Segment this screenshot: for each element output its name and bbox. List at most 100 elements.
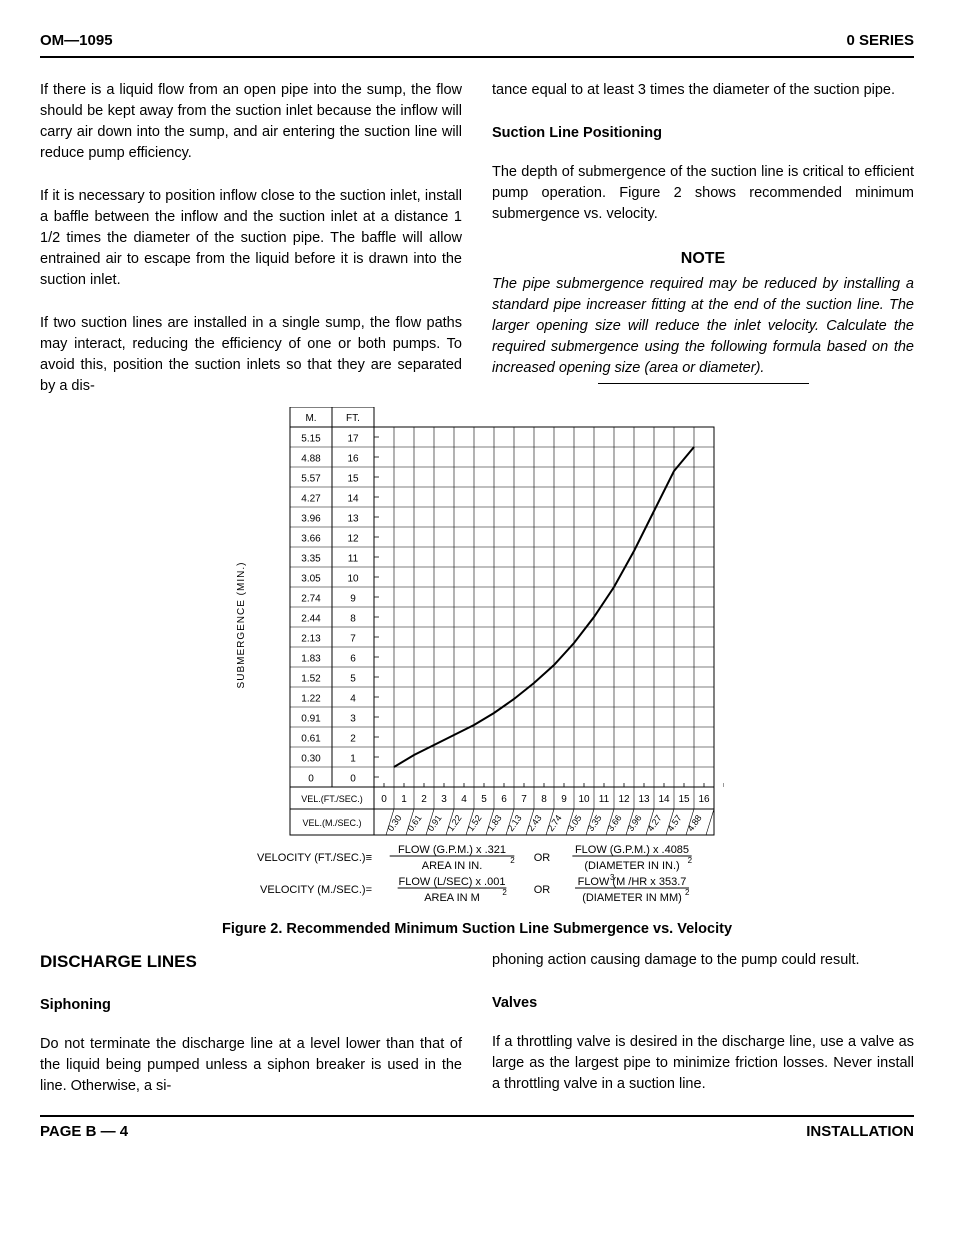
svg-text:1.52: 1.52 — [465, 813, 483, 833]
figure-caption: Figure 2. Recommended Minimum Suction Li… — [40, 919, 914, 940]
svg-text:VELOCITY (M./SEC.)=: VELOCITY (M./SEC.)= — [260, 884, 372, 896]
note-title: NOTE — [492, 247, 914, 270]
svg-text:14: 14 — [347, 493, 359, 504]
svg-text:0.30: 0.30 — [385, 813, 403, 833]
svg-text:1.83: 1.83 — [301, 653, 321, 664]
svg-text:FLOW (L/SEC) x .001: FLOW (L/SEC) x .001 — [399, 876, 506, 888]
svg-text:1.22: 1.22 — [301, 693, 321, 704]
svg-text:2: 2 — [510, 856, 515, 865]
svg-text:3.35: 3.35 — [585, 813, 603, 833]
svg-text:17: 17 — [347, 433, 359, 444]
svg-text:4.57: 4.57 — [665, 813, 683, 833]
svg-text:3.05: 3.05 — [565, 813, 583, 833]
svg-text:1.22: 1.22 — [445, 813, 463, 833]
svg-text:10: 10 — [578, 794, 590, 805]
footer-right: INSTALLATION — [806, 1121, 914, 1143]
svg-text:0.91: 0.91 — [301, 713, 321, 724]
svg-text:(DIAMETER IN MM): (DIAMETER IN MM) — [582, 892, 682, 904]
para-two-suction: If two suction lines are installed in a … — [40, 313, 462, 397]
svg-text:4.27: 4.27 — [301, 493, 321, 504]
svg-text:1: 1 — [401, 794, 407, 805]
svg-text:2.13: 2.13 — [301, 633, 321, 644]
svg-text:VELOCITY (FT./SEC.)≡: VELOCITY (FT./SEC.)≡ — [257, 852, 372, 864]
svg-text:13: 13 — [638, 794, 650, 805]
svg-text:AREA IN M: AREA IN M — [424, 892, 480, 904]
footer-left: PAGE B — 4 — [40, 1121, 128, 1143]
svg-text:7: 7 — [350, 633, 356, 644]
figure-2: SUBMERGENCE (MIN.)M.FT.5.15174.88165.571… — [40, 407, 914, 911]
svg-text:0.30: 0.30 — [301, 753, 321, 764]
discharge-columns: DISCHARGE LINES Siphoning Do not termina… — [40, 950, 914, 1097]
subhead-suction-positioning: Suction Line Positioning — [492, 123, 914, 144]
svg-text:3: 3 — [610, 873, 615, 882]
svg-text:4.27: 4.27 — [645, 813, 663, 833]
svg-text:4: 4 — [350, 693, 356, 704]
svg-text:3.35: 3.35 — [301, 553, 321, 564]
para-siphoning: Do not terminate the discharge line at a… — [40, 1034, 462, 1097]
svg-text:8: 8 — [541, 794, 547, 805]
svg-text:1.83: 1.83 — [485, 813, 503, 833]
svg-text:9: 9 — [561, 794, 567, 805]
svg-text:0.61: 0.61 — [405, 813, 423, 833]
svg-text:2: 2 — [502, 888, 507, 897]
top-columns: If there is a liquid flow from an open p… — [40, 80, 914, 397]
svg-text:4.88: 4.88 — [301, 453, 321, 464]
svg-text:VEL.(M./SEC.): VEL.(M./SEC.) — [302, 818, 361, 828]
svg-text:M.: M. — [305, 413, 316, 424]
svg-text:16: 16 — [347, 453, 359, 464]
svg-text:11: 11 — [348, 553, 359, 564]
page-header: OM—1095 0 SERIES — [40, 30, 914, 58]
discharge-col-right: phoning action causing damage to the pum… — [492, 950, 914, 1097]
note-body: The pipe submergence required may be red… — [492, 274, 914, 379]
svg-text:3.66: 3.66 — [301, 533, 321, 544]
svg-text:3: 3 — [350, 713, 356, 724]
page-footer: PAGE B — 4 INSTALLATION — [40, 1115, 914, 1143]
svg-text:2: 2 — [685, 888, 690, 897]
para-tance: tance equal to at least 3 times the diam… — [492, 80, 914, 101]
svg-text:FLOW (G.P.M.) x .4085: FLOW (G.P.M.) x .4085 — [575, 844, 689, 856]
svg-text:AREA IN IN.: AREA IN IN. — [422, 860, 483, 872]
svg-text:3.66: 3.66 — [605, 813, 623, 833]
svg-text:16: 16 — [698, 794, 710, 805]
svg-text:4.88: 4.88 — [685, 813, 703, 833]
svg-text:3: 3 — [441, 794, 447, 805]
section-title-discharge: DISCHARGE LINES — [40, 950, 462, 975]
svg-text:5.15: 5.15 — [301, 433, 321, 444]
para-depth: The depth of submergence of the suction … — [492, 162, 914, 225]
svg-text:0: 0 — [350, 773, 356, 784]
header-right: 0 SERIES — [846, 30, 914, 52]
svg-text:4: 4 — [461, 794, 467, 805]
svg-text:15: 15 — [347, 473, 359, 484]
svg-text:0.61: 0.61 — [301, 733, 321, 744]
svg-text:2: 2 — [688, 856, 693, 865]
svg-text:5.57: 5.57 — [301, 473, 321, 484]
svg-text:5: 5 — [481, 794, 487, 805]
svg-text:2.74: 2.74 — [545, 813, 563, 833]
svg-text:2.13: 2.13 — [505, 813, 523, 833]
svg-text:3.96: 3.96 — [625, 813, 643, 833]
svg-text:12: 12 — [347, 533, 359, 544]
para-baffle: If it is necessary to position inflow cl… — [40, 186, 462, 291]
svg-text:5: 5 — [350, 673, 356, 684]
svg-text:VEL.(FT./SEC.): VEL.(FT./SEC.) — [301, 794, 363, 804]
svg-text:FLOW (M /HR x 353.7: FLOW (M /HR x 353.7 — [578, 876, 687, 888]
svg-text:3.96: 3.96 — [301, 513, 321, 524]
svg-text:FLOW (G.P.M.) x .321: FLOW (G.P.M.) x .321 — [398, 844, 506, 856]
header-left: OM—1095 — [40, 30, 113, 52]
svg-text:SUBMERGENCE (MIN.): SUBMERGENCE (MIN.) — [236, 562, 247, 689]
svg-text:6: 6 — [501, 794, 507, 805]
subhead-valves: Valves — [492, 993, 914, 1014]
svg-text:10: 10 — [347, 573, 359, 584]
svg-text:2: 2 — [421, 794, 427, 805]
para-valves: If a throttling valve is desired in the … — [492, 1032, 914, 1095]
svg-text:0: 0 — [381, 794, 387, 805]
svg-text:8: 8 — [350, 613, 356, 624]
svg-text:1.52: 1.52 — [301, 673, 321, 684]
subhead-siphoning: Siphoning — [40, 995, 462, 1016]
svg-text:14: 14 — [658, 794, 670, 805]
svg-text:6: 6 — [350, 653, 356, 664]
chart-svg: SUBMERGENCE (MIN.)M.FT.5.15174.88165.571… — [230, 407, 724, 911]
para-liquid-flow: If there is a liquid flow from an open p… — [40, 80, 462, 164]
svg-text:1: 1 — [350, 753, 356, 764]
svg-text:12: 12 — [618, 794, 630, 805]
